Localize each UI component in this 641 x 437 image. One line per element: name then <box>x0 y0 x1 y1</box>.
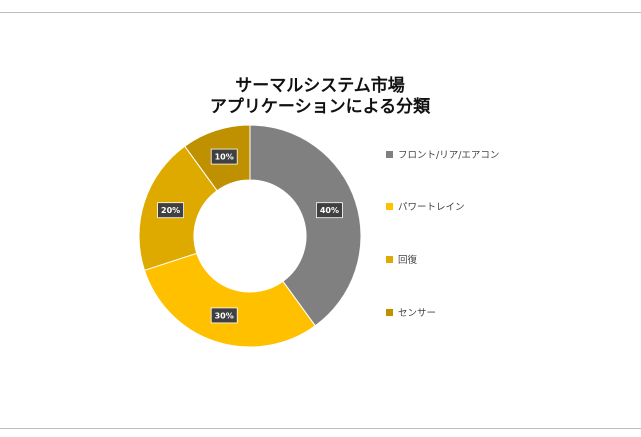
legend-item-front-rear-ac: フロント/リア/エアコン <box>386 147 499 161</box>
legend-swatch-front-rear-ac <box>386 150 393 158</box>
data-label-front-rear-ac: 40% <box>316 202 343 219</box>
data-label-text-recovery: 20% <box>161 206 180 215</box>
data-label-text-front-rear-ac: 40% <box>320 206 339 215</box>
legend-label-powertrain: パワートレイン <box>398 202 465 213</box>
data-label-sensor: 10% <box>210 148 238 165</box>
chart-title: サーマルシステム市場 アプリケーションによる分類 <box>150 76 490 118</box>
data-label-recovery: 20% <box>157 202 184 219</box>
top-divider <box>0 12 641 13</box>
data-label-box-recovery <box>157 202 184 219</box>
chart-title-line-2: アプリケーションによる分類 <box>209 97 431 117</box>
data-label-powertrain: 30% <box>210 307 238 324</box>
bottom-divider <box>0 428 641 429</box>
donut-slice-front-rear-ac <box>249 124 362 327</box>
data-label-box-front-rear-ac <box>316 202 343 219</box>
legend-label-sensor: センサー <box>398 308 437 319</box>
legend-label-recovery: 回復 <box>398 255 418 266</box>
data-label-box-sensor <box>210 148 238 165</box>
data-label-box-powertrain <box>210 307 238 324</box>
legend-item-sensor: センサー <box>386 305 436 319</box>
donut-slice-powertrain <box>143 252 316 348</box>
legend-item-recovery: 回復 <box>386 252 417 266</box>
data-label-text-sensor: 10% <box>215 153 234 162</box>
chart-title-line-1: サーマルシステム市場 <box>235 76 405 96</box>
legend-swatch-sensor <box>386 308 393 316</box>
legend-label-front-rear-ac: フロント/リア/エアコン <box>398 150 500 161</box>
legend-swatch-powertrain <box>386 202 393 210</box>
data-label-text-powertrain: 30% <box>215 311 234 320</box>
legend-item-powertrain: パワートレイン <box>386 199 465 213</box>
legend-swatch-recovery <box>386 255 393 263</box>
